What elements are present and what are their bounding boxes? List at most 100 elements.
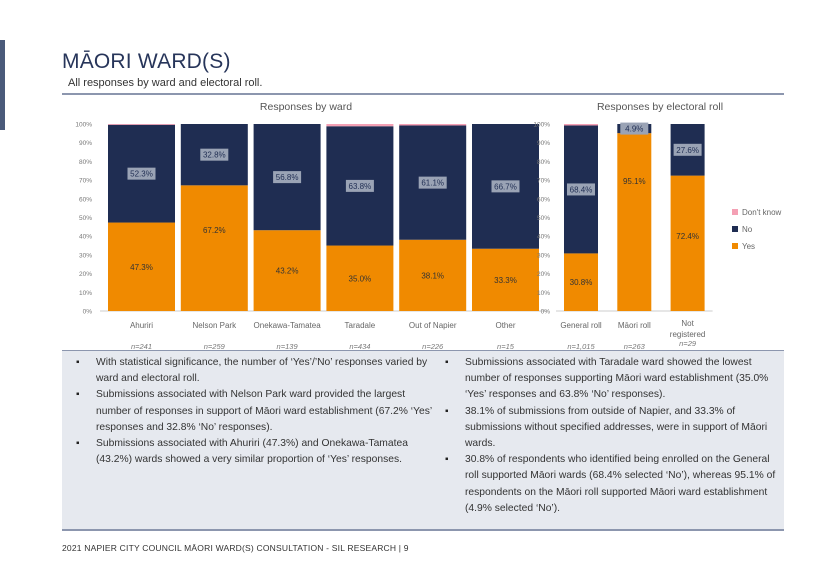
data-label-box xyxy=(418,176,447,189)
sample-size-label: n=29 xyxy=(679,339,697,348)
y-tick-label: 80% xyxy=(537,159,550,166)
data-label-yes: 35.0% xyxy=(349,274,372,283)
note-item: Submissions associated with Taradale war… xyxy=(441,355,781,404)
page-title: MĀORI WARD(S) xyxy=(62,50,231,73)
data-label-box xyxy=(491,180,520,193)
bar-segment-yes xyxy=(472,248,539,311)
sample-size-label: n=434 xyxy=(349,342,370,351)
category-label: Māori roll xyxy=(618,321,651,330)
sample-size-label: n=139 xyxy=(277,342,299,351)
y-tick-label: 80% xyxy=(79,159,92,166)
y-tick-label: 30% xyxy=(537,252,550,259)
y-tick-label: 40% xyxy=(537,234,550,241)
title-divider xyxy=(62,93,784,95)
sample-size-label: n=15 xyxy=(497,342,515,351)
data-label-no: 27.6% xyxy=(676,146,699,155)
page-footer: 2021 NAPIER CITY COUNCIL MĀORI WARD(S) C… xyxy=(62,543,409,553)
legend-swatch-no xyxy=(732,226,738,232)
y-tick-label: 60% xyxy=(79,196,92,203)
notes-left-column: With statistical significance, the numbe… xyxy=(72,355,432,468)
y-tick-label: 30% xyxy=(79,252,92,259)
bar-segment-yes xyxy=(617,133,652,311)
y-tick-label: 70% xyxy=(79,178,92,185)
note-item: With statistical significance, the numbe… xyxy=(72,355,432,387)
sample-size-label: n=241 xyxy=(131,342,152,351)
notes-top-divider xyxy=(62,350,784,351)
data-label-yes: 38.1% xyxy=(421,271,444,280)
legend-swatch-yes xyxy=(732,243,738,249)
data-label-box xyxy=(127,167,156,180)
data-label-box xyxy=(273,171,302,184)
data-label-yes: 95.1% xyxy=(623,177,646,186)
y-tick-label: 20% xyxy=(537,271,550,278)
y-tick-label: 50% xyxy=(537,215,550,222)
category-label: General roll xyxy=(560,321,602,330)
sample-size-label: n=226 xyxy=(422,342,444,351)
legend-label: Yes xyxy=(742,242,755,251)
data-label-box xyxy=(620,122,649,135)
bar-segment-don-t-know xyxy=(326,124,394,127)
bar-segment-yes xyxy=(108,222,175,311)
y-tick-label: 100% xyxy=(75,122,92,129)
y-tick-label: 100% xyxy=(533,122,550,129)
data-label-no: 68.4% xyxy=(570,185,593,194)
data-label-box xyxy=(567,183,595,196)
category-label: Not xyxy=(681,319,694,328)
legend-swatch-don-t-know xyxy=(732,209,738,215)
bar-segment-yes xyxy=(564,253,598,311)
chart-title: Responses by ward xyxy=(260,101,352,113)
data-label-yes: 72.4% xyxy=(676,232,699,241)
y-tick-label: 50% xyxy=(79,215,92,222)
y-tick-label: 10% xyxy=(537,290,550,297)
notes-right-column: Submissions associated with Taradale war… xyxy=(441,355,781,517)
category-label: registered xyxy=(670,330,706,339)
bar-segment-yes xyxy=(326,245,394,311)
data-label-no: 61.1% xyxy=(421,179,444,188)
sample-size-label: n=1,015 xyxy=(567,342,595,351)
bar-segment-yes xyxy=(670,175,705,311)
data-label-yes: 30.8% xyxy=(570,278,593,287)
legend-label: Don't know xyxy=(742,208,782,217)
category-label: Nelson Park xyxy=(193,321,238,330)
bar-segment-don-t-know xyxy=(108,124,175,125)
y-tick-label: 40% xyxy=(79,234,92,241)
category-label: Onekawa-Tamatea xyxy=(254,321,322,330)
data-label-no: 4.9% xyxy=(625,125,643,134)
bar-segment-yes xyxy=(180,185,248,311)
data-label-no: 52.3% xyxy=(130,170,153,179)
legend-label: No xyxy=(742,225,753,234)
data-label-yes: 67.2% xyxy=(203,226,226,235)
bar-segment-don-t-know xyxy=(399,124,467,126)
category-label: Out of Napier xyxy=(409,321,457,330)
data-label-no: 32.8% xyxy=(203,151,226,160)
y-tick-label: 0% xyxy=(541,309,551,316)
data-label-no: 66.7% xyxy=(494,182,517,191)
sample-size-label: n=259 xyxy=(204,342,226,351)
category-label: Ahuriri xyxy=(130,321,153,330)
category-label: Other xyxy=(495,321,515,330)
y-tick-label: 90% xyxy=(79,140,92,147)
data-label-no: 56.8% xyxy=(276,173,299,182)
data-label-box xyxy=(673,143,702,156)
bar-segment-yes xyxy=(399,239,467,311)
charts-area: Responses by ward 0% 10% 20% 30% 40% 50% 60% 70%… xyxy=(75,101,782,351)
y-tick-label: 70% xyxy=(537,178,550,185)
bar-segment-don-t-know xyxy=(564,124,598,126)
side-accent-bar xyxy=(0,40,5,130)
y-tick-label: 0% xyxy=(83,309,93,316)
page-subtitle: All responses by ward and electoral roll… xyxy=(68,77,263,89)
data-label-yes: 47.3% xyxy=(130,263,153,272)
data-label-box xyxy=(345,179,374,192)
note-item: 38.1% of submissions from outside of Nap… xyxy=(441,404,781,453)
note-item: Submissions associated with Ahuriri (47.… xyxy=(72,436,432,468)
category-label: Taradale xyxy=(345,321,376,330)
sample-size-label: n=263 xyxy=(624,342,646,351)
note-item: 30.8% of respondents who identified bein… xyxy=(441,452,781,517)
y-tick-label: 60% xyxy=(537,196,550,203)
y-tick-label: 90% xyxy=(537,140,550,147)
notes-bottom-divider xyxy=(62,529,784,531)
y-tick-label: 10% xyxy=(79,290,92,297)
bar-segment-yes xyxy=(253,230,321,311)
data-label-yes: 43.2% xyxy=(276,267,299,276)
data-label-box xyxy=(200,148,229,161)
